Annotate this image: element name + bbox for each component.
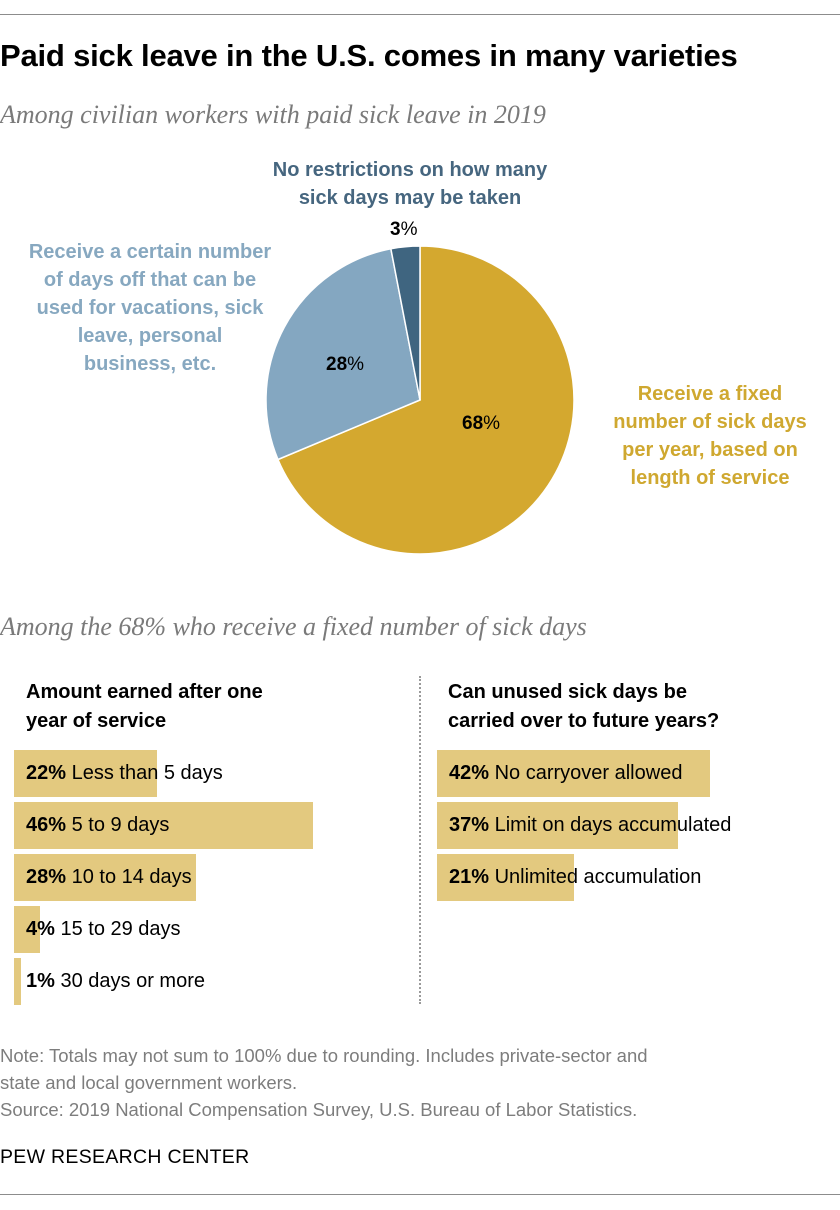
pie-slice-certain-days <box>265 247 421 461</box>
carryover-bar <box>437 750 710 797</box>
pew-brand: PEW RESEARCH CENTER <box>0 1146 250 1168</box>
pct-no-restrictions-value: 3 <box>390 219 401 240</box>
amount-earned-label: 1% 30 days or more <box>26 958 205 1005</box>
amount-earned-bar <box>14 906 40 953</box>
pie-slice-no-restrictions <box>389 245 421 401</box>
carryover-value: 21% <box>449 866 490 888</box>
pct-sign: % <box>347 354 365 375</box>
label-certain-days-line2: of days off that can be <box>43 269 257 291</box>
amount-earned-category: 5 to 9 days <box>66 814 170 836</box>
left-column-heading-line2: year of service <box>26 710 167 732</box>
pct-certain-days: 28% <box>326 354 364 376</box>
label-certain-days-line1: Receive a certain number <box>28 241 272 263</box>
amount-earned-category: 10 to 14 days <box>66 866 192 888</box>
amount-earned-value: 1% <box>26 970 55 992</box>
amount-earned-label: 4% 15 to 29 days <box>26 906 181 953</box>
label-fixed-days-line4: length of service <box>630 467 790 489</box>
label-fixed-days-line2: number of sick days <box>613 411 807 433</box>
label-no-restrictions-line1: No restrictions on how many <box>272 159 548 181</box>
carryover-category: Limit on days accumulated <box>489 814 732 836</box>
pct-sign: % <box>400 219 418 240</box>
amount-earned-value: 28% <box>26 866 67 888</box>
note-text: Note: Totals may not sum to 100% due to … <box>0 1042 648 1123</box>
label-no-restrictions: No restrictions on how many sick days ma… <box>230 156 590 212</box>
amount-earned-label: 46% 5 to 9 days <box>26 802 169 849</box>
note-line1: Note: Totals may not sum to 100% due to … <box>0 1045 648 1066</box>
amount-earned-label: 22% Less than 5 days <box>26 750 223 797</box>
label-fixed-days-line1: Receive a fixed <box>637 383 783 405</box>
pct-fixed-days: 68% <box>462 413 500 435</box>
bottom-rule <box>0 1194 840 1195</box>
amount-earned-label: 28% 10 to 14 days <box>26 854 192 901</box>
right-column-heading: Can unused sick days be carried over to … <box>448 678 719 736</box>
right-column-heading-line1: Can unused sick days be <box>448 681 687 703</box>
amount-earned-value: 4% <box>26 918 55 940</box>
amount-earned-value: 22% <box>26 762 67 784</box>
carryover-label: 42% No carryover allowed <box>449 750 682 797</box>
amount-earned-bar <box>14 854 196 901</box>
pct-certain-days-value: 28 <box>326 354 348 375</box>
carryover-bar <box>437 854 574 901</box>
pct-no-restrictions: 3% <box>390 219 417 241</box>
carryover-category: No carryover allowed <box>489 762 683 784</box>
pct-fixed-days-value: 68 <box>462 413 484 434</box>
column-divider <box>419 676 421 1004</box>
label-certain-days-line3: used for vacations, sick <box>36 297 264 319</box>
carryover-value: 37% <box>449 814 490 836</box>
amount-earned-bar <box>14 802 313 849</box>
pie-slice-fixed-days <box>276 245 575 555</box>
bars-subtitle: Among the 68% who receive a fixed number… <box>0 612 587 641</box>
pct-sign: % <box>483 413 501 434</box>
amount-earned-bar <box>14 750 157 797</box>
right-column-heading-line2: carried over to future years? <box>448 710 720 732</box>
note-line2: state and local government workers. <box>0 1072 298 1093</box>
left-column-heading-line1: Amount earned after one <box>26 681 263 703</box>
chart-title: Paid sick leave in the U.S. comes in man… <box>0 38 738 73</box>
left-column-heading: Amount earned after one year of service <box>26 678 263 736</box>
label-certain-days-line4: leave, personal <box>77 325 223 347</box>
pie-subtitle: Among civilian workers with paid sick le… <box>0 100 546 129</box>
carryover-value: 42% <box>449 762 490 784</box>
label-certain-days: Receive a certain number of days off tha… <box>0 238 300 378</box>
label-fixed-days-line3: per year, based on <box>622 439 798 461</box>
top-rule <box>0 14 840 15</box>
amount-earned-value: 46% <box>26 814 67 836</box>
amount-earned-category: 30 days or more <box>54 970 205 992</box>
carryover-bar <box>437 802 678 849</box>
pie-chart <box>265 245 575 555</box>
label-certain-days-line5: business, etc. <box>83 353 217 375</box>
carryover-label: 37% Limit on days accumulated <box>449 802 731 849</box>
amount-earned-bar <box>14 958 21 1005</box>
source-line: Source: 2019 National Compensation Surve… <box>0 1099 638 1120</box>
carryover-label: 21% Unlimited accumulation <box>449 854 701 901</box>
amount-earned-category: 15 to 29 days <box>54 918 181 940</box>
label-fixed-days: Receive a fixed number of sick days per … <box>590 380 830 492</box>
label-no-restrictions-line2: sick days may be taken <box>298 187 522 209</box>
carryover-category: Unlimited accumulation <box>489 866 702 888</box>
amount-earned-category: Less than 5 days <box>66 762 223 784</box>
